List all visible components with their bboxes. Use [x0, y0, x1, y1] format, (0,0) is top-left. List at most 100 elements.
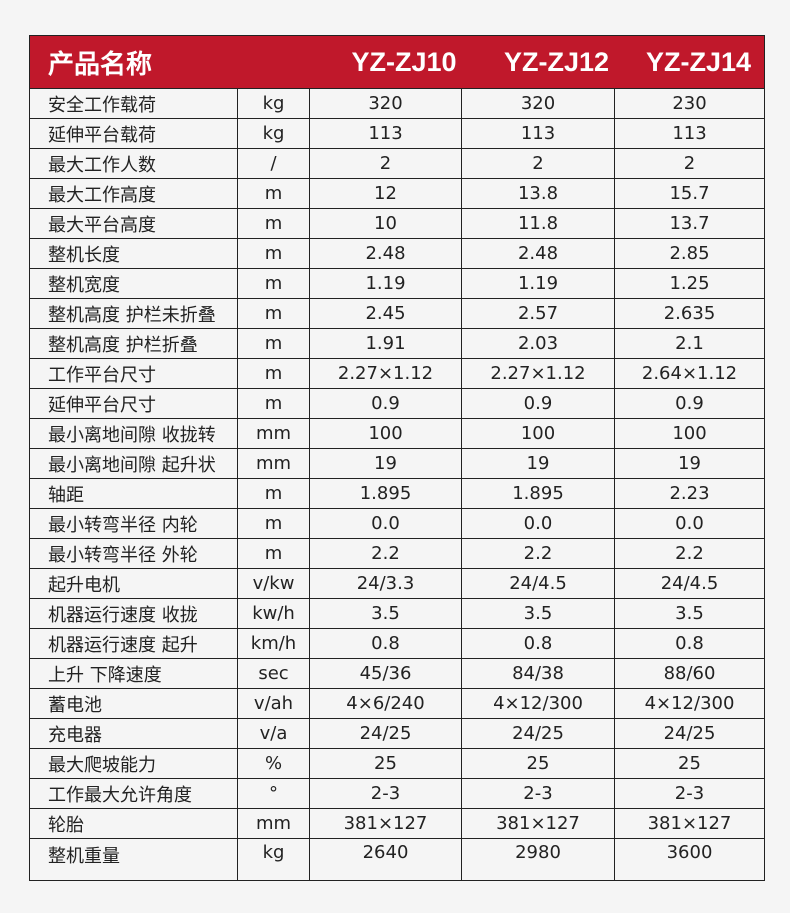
table-row: 最小离地间隙 起升状 mm 19 19 19: [30, 448, 764, 478]
spec-value: 0.9: [310, 389, 462, 418]
spec-value: 19: [462, 449, 615, 478]
spec-value: 0.8: [675, 633, 704, 654]
table-row: 安全工作载荷 kg 320 320 230: [30, 88, 764, 118]
spec-label: 整机重量: [30, 839, 238, 880]
table-row: 机器运行速度 起升 km/h 0.8 0.8 0.8: [30, 628, 764, 658]
spec-value: 2-3: [674, 783, 705, 804]
spec-value: 2.2: [675, 543, 704, 564]
table-row: 延伸平台尺寸 m 0.9 0.9 0.9: [30, 388, 764, 418]
table-row: 最大工作高度 m 12 13.8 15.7: [30, 178, 764, 208]
spec-value: 3.5: [675, 603, 704, 624]
spec-value: 1.25: [669, 273, 710, 294]
spec-unit: °: [238, 779, 310, 808]
spec-value: 1.19: [462, 269, 615, 298]
spec-label: 最小离地间隙 收拢转: [30, 419, 238, 448]
spec-value: 381×127: [647, 813, 732, 834]
table-row: 最小转弯半径 外轮 m 2.2 2.2 2.2: [30, 538, 764, 568]
spec-value: 2.03: [462, 329, 615, 358]
spec-value: 2.635: [663, 303, 716, 324]
spec-value: 25: [310, 749, 462, 778]
spec-table: 产品名称 YZ-ZJ10 YZ-ZJ12 YZ-ZJ14 安全工作载荷 kg 320…: [29, 35, 765, 881]
spec-label: 轴距: [30, 479, 238, 508]
table-row: 最小转弯半径 内轮 m 0.0 0.0 0.0: [30, 508, 764, 538]
spec-value: 2.27×1.12: [462, 359, 615, 388]
spec-label: 最大工作人数: [30, 149, 238, 178]
table-row: 上升 下降速度 sec 45/36 84/38 88/60: [30, 658, 764, 688]
spec-value: 3.5: [462, 599, 615, 628]
spec-value: 4×12/300: [644, 693, 735, 714]
spec-value: 0.0: [462, 509, 615, 538]
spec-value: 13.7: [669, 213, 710, 234]
table-row: 工作最大允许角度 ° 2-3 2-3 2-3: [30, 778, 764, 808]
spec-value: 19: [310, 449, 462, 478]
spec-value: 11.8: [462, 209, 615, 238]
spec-value: 24/3.3: [310, 569, 462, 598]
spec-label: 蓄电池: [30, 689, 238, 718]
spec-label: 工作最大允许角度: [30, 779, 238, 808]
spec-value: 24/25: [663, 723, 716, 744]
spec-value: 25: [678, 753, 701, 774]
table-row: 轮胎 mm 381×127 381×127 381×127: [30, 808, 764, 838]
spec-unit: v/kw: [238, 569, 310, 598]
spec-value: 2.85: [669, 243, 710, 264]
table-row: 整机长度 m 2.48 2.48 2.85: [30, 238, 764, 268]
spec-value: 10: [310, 209, 462, 238]
spec-label: 整机高度 护栏折叠: [30, 329, 238, 358]
spec-unit: m: [238, 359, 310, 388]
spec-unit: mm: [238, 809, 310, 838]
spec-value: 2.27×1.12: [310, 359, 462, 388]
table-row: 轴距 m 1.895 1.895 2.23: [30, 478, 764, 508]
spec-value: 24/4.5: [462, 569, 615, 598]
spec-value: 2640: [310, 839, 462, 880]
spec-unit: m: [238, 509, 310, 538]
spec-label: 上升 下降速度: [30, 659, 238, 688]
spec-value: 84/38: [462, 659, 615, 688]
spec-unit: m: [238, 539, 310, 568]
spec-value: 13.8: [462, 179, 615, 208]
spec-label: 最大平台高度: [30, 209, 238, 238]
spec-value: 381×127: [462, 809, 615, 838]
spec-value: 24/4.5: [660, 573, 719, 594]
spec-unit: mm: [238, 449, 310, 478]
model-header: YZ-ZJ12: [503, 46, 610, 77]
spec-value: 2980: [462, 839, 615, 880]
spec-value: 2.2: [462, 539, 615, 568]
spec-value: 1.91: [310, 329, 462, 358]
spec-value: 100: [310, 419, 462, 448]
spec-unit: sec: [238, 659, 310, 688]
spec-value: 2.48: [310, 239, 462, 268]
table-row: 最大工作人数/2 2 2: [30, 148, 764, 178]
spec-value: 2.2: [310, 539, 462, 568]
spec-value: 2.57: [462, 299, 615, 328]
spec-value: 0.8: [310, 629, 462, 658]
spec-label: 延伸平台载荷: [30, 119, 238, 148]
spec-value: 3600: [666, 842, 713, 863]
spec-value: 3.5: [310, 599, 462, 628]
spec-value: 381×127: [310, 809, 462, 838]
spec-label: 最小转弯半径 内轮: [30, 509, 238, 538]
table-row: 整机高度 护栏折叠 m 1.91 2.03 2.1: [30, 328, 764, 358]
spec-unit: m: [238, 299, 310, 328]
spec-value: 2: [462, 149, 615, 178]
spec-unit: m: [238, 329, 310, 358]
spec-value: 15.7: [669, 183, 710, 204]
spec-unit: km/h: [238, 629, 310, 658]
spec-label: 整机宽度: [30, 269, 238, 298]
spec-value: 2.48: [462, 239, 615, 268]
table-row: 整机宽度 m 1.19 1.19 1.25: [30, 268, 764, 298]
spec-label: 充电器: [30, 719, 238, 748]
spec-value: 1.895: [310, 479, 462, 508]
table-row: 起升电机 v/kw 24/3.3 24/4.5 24/4.5: [30, 568, 764, 598]
spec-label: 延伸平台尺寸: [30, 389, 238, 418]
spec-unit: kg: [238, 839, 310, 880]
spec-value: 24/25: [462, 719, 615, 748]
spec-value: 2.45: [310, 299, 462, 328]
table-row: 机器运行速度 收拢 kw/h 3.5 3.5 3.5: [30, 598, 764, 628]
model-header: YZ-ZJ10: [351, 46, 457, 77]
spec-value: 88/60: [663, 663, 716, 684]
spec-value: 2.23: [669, 483, 710, 504]
spec-value: 0.0: [310, 509, 462, 538]
spec-value: 2.1: [675, 333, 704, 354]
spec-unit: kg: [238, 119, 310, 148]
spec-value: 0.9: [462, 389, 615, 418]
